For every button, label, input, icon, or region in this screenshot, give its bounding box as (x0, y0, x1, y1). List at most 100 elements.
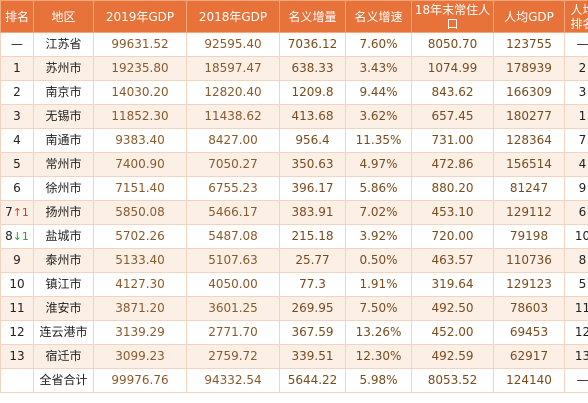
cell-growth: 3.62% (345, 104, 412, 129)
cell-increment: 77.3 (279, 272, 346, 297)
cell-region: 江苏省 (33, 32, 94, 57)
cell-rank: 9 (0, 248, 34, 273)
cell-region-text: 镇江市 (45, 277, 82, 291)
cell-gdp-2018-text: 5466.17 (208, 205, 258, 219)
cell-population-text: 843.62 (431, 85, 474, 99)
cell-growth-text: 12.30% (355, 349, 402, 363)
cell-rank-text: 11 (9, 301, 25, 315)
table-row: — 江苏省 99631.52 92595.40 7036.12 7.60% 8050.70 1… (0, 32, 588, 57)
cell-per-capita-rank: — (564, 32, 588, 57)
cell-increment-text: 339.51 (291, 349, 334, 363)
cell-per-capita-rank: 6 (564, 200, 588, 225)
cell-population-text: 452.00 (431, 325, 474, 339)
cell-per-capita-rank: — (564, 368, 588, 393)
cell-per-capita-rank: 9 (564, 176, 588, 201)
cell-growth-text: 11.35% (355, 133, 402, 147)
cell-region-text: 宿迁市 (45, 349, 82, 363)
cell-growth: 1.91% (345, 272, 412, 297)
cell-gdp-2018: 94332.54 (186, 368, 280, 393)
cell-gdp-2019: 19235.80 (93, 56, 187, 81)
cell-gdp-2018: 5487.08 (186, 224, 280, 249)
cell-gdp-2018: 5466.17 (186, 200, 280, 225)
table-row: 7↑1 扬州市 5850.08 5466.17 383.91 7.02% 453.10 129… (0, 200, 588, 225)
header-per-capita: 人均GDP (493, 0, 565, 33)
cell-gdp-2018: 5107.63 (186, 248, 280, 273)
rank-down-icon: ↓1 (12, 230, 29, 243)
cell-growth-text: 3.43% (359, 61, 398, 75)
cell-growth: 13.26% (345, 320, 412, 345)
cell-population: 8050.70 (411, 32, 494, 57)
cell-per-capita-text: 156514 (506, 157, 552, 171)
cell-growth-text: 4.97% (359, 157, 398, 171)
cell-growth: 3.43% (345, 56, 412, 81)
cell-region: 苏州市 (33, 56, 94, 81)
cell-rank-text: 3 (13, 109, 21, 123)
cell-region-text: 泰州市 (45, 253, 82, 267)
cell-region-text: 江苏省 (45, 37, 82, 51)
cell-region-text: 南京市 (45, 85, 82, 99)
cell-increment-text: 956.4 (295, 133, 330, 147)
cell-gdp-2019: 99976.76 (93, 368, 187, 393)
cell-region-text: 连云港市 (39, 325, 88, 339)
cell-population: 1074.99 (411, 56, 494, 81)
cell-per-capita-text: 129112 (506, 205, 552, 219)
cell-per-capita-text: 129123 (506, 277, 552, 291)
table-row: 全省合计 99976.76 94332.54 5644.22 5.98% 8053.52 1… (0, 368, 588, 393)
cell-gdp-2019: 5850.08 (93, 200, 187, 225)
table-row: 4 南通市 9383.40 8427.00 956.4 11.35% 731.00 12836… (0, 128, 588, 153)
cell-per-capita: 123755 (493, 32, 565, 57)
table-row: 10 镇江市 4127.30 4050.00 77.3 1.91% 319.64 129123… (0, 272, 588, 297)
cell-population-text: 319.64 (431, 277, 474, 291)
cell-growth: 7.50% (345, 296, 412, 321)
cell-per-capita-text: 128364 (506, 133, 552, 147)
cell-gdp-2019-text: 5850.08 (115, 205, 165, 219)
cell-increment: 5644.22 (279, 368, 346, 393)
cell-population: 492.59 (411, 344, 494, 369)
cell-region: 连云港市 (33, 320, 94, 345)
cell-population: 731.00 (411, 128, 494, 153)
cell-rank-text: 12 (9, 325, 25, 339)
table-row: 5 常州市 7400.90 7050.27 350.63 4.97% 472.86 15651… (0, 152, 588, 177)
cell-rank: 3 (0, 104, 34, 129)
cell-rank: 7↑1 (0, 200, 34, 225)
cell-population: 720.00 (411, 224, 494, 249)
cell-per-capita: 178939 (493, 56, 565, 81)
table-row: 12 连云港市 3139.29 2771.70 367.59 13.26% 452.00 69… (0, 320, 588, 345)
header-population: 18年末常住人口 (411, 0, 494, 33)
cell-gdp-2018: 2759.72 (186, 344, 280, 369)
cell-increment-text: 396.17 (291, 181, 334, 195)
cell-rank-text: 4 (13, 133, 21, 147)
table-row: 1 苏州市 19235.80 18597.47 638.33 3.43% 1074.99 17… (0, 56, 588, 81)
cell-gdp-2018: 11438.62 (186, 104, 280, 129)
cell-region-text: 扬州市 (45, 205, 82, 219)
cell-gdp-2019-text: 11852.30 (111, 109, 169, 123)
cell-gdp-2018: 8427.00 (186, 128, 280, 153)
cell-increment-text: 77.3 (299, 277, 326, 291)
cell-per-capita-text: 62917 (509, 349, 549, 363)
cell-region: 无锡市 (33, 104, 94, 129)
cell-increment: 367.59 (279, 320, 346, 345)
cell-growth-text: 7.60% (359, 37, 398, 51)
cell-increment-text: 350.63 (291, 157, 334, 171)
cell-growth-text: 3.62% (359, 109, 398, 123)
cell-region-text: 无锡市 (45, 109, 82, 123)
cell-gdp-2019: 7151.40 (93, 176, 187, 201)
cell-gdp-2019-text: 9383.40 (115, 133, 165, 147)
cell-gdp-2018-text: 2771.70 (208, 325, 258, 339)
cell-per-capita-text: 178939 (506, 61, 552, 75)
table-body: — 江苏省 99631.52 92595.40 7036.12 7.60% 8050.70 1… (0, 32, 588, 393)
cell-per-capita-rank-text: 2 (578, 61, 587, 75)
cell-per-capita-rank: 5 (564, 272, 588, 297)
cell-population: 492.50 (411, 296, 494, 321)
cell-gdp-2019: 5702.26 (93, 224, 187, 249)
cell-increment-text: 7036.12 (287, 37, 338, 51)
cell-gdp-2019: 11852.30 (93, 104, 187, 129)
cell-gdp-2019-text: 3099.23 (115, 349, 165, 363)
cell-region-text: 盐城市 (45, 229, 82, 243)
cell-gdp-2019-text: 14030.20 (111, 85, 169, 99)
cell-region-text: 苏州市 (45, 61, 82, 75)
cell-increment: 339.51 (279, 344, 346, 369)
cell-population-text: 1074.99 (427, 61, 478, 75)
cell-region: 南通市 (33, 128, 94, 153)
